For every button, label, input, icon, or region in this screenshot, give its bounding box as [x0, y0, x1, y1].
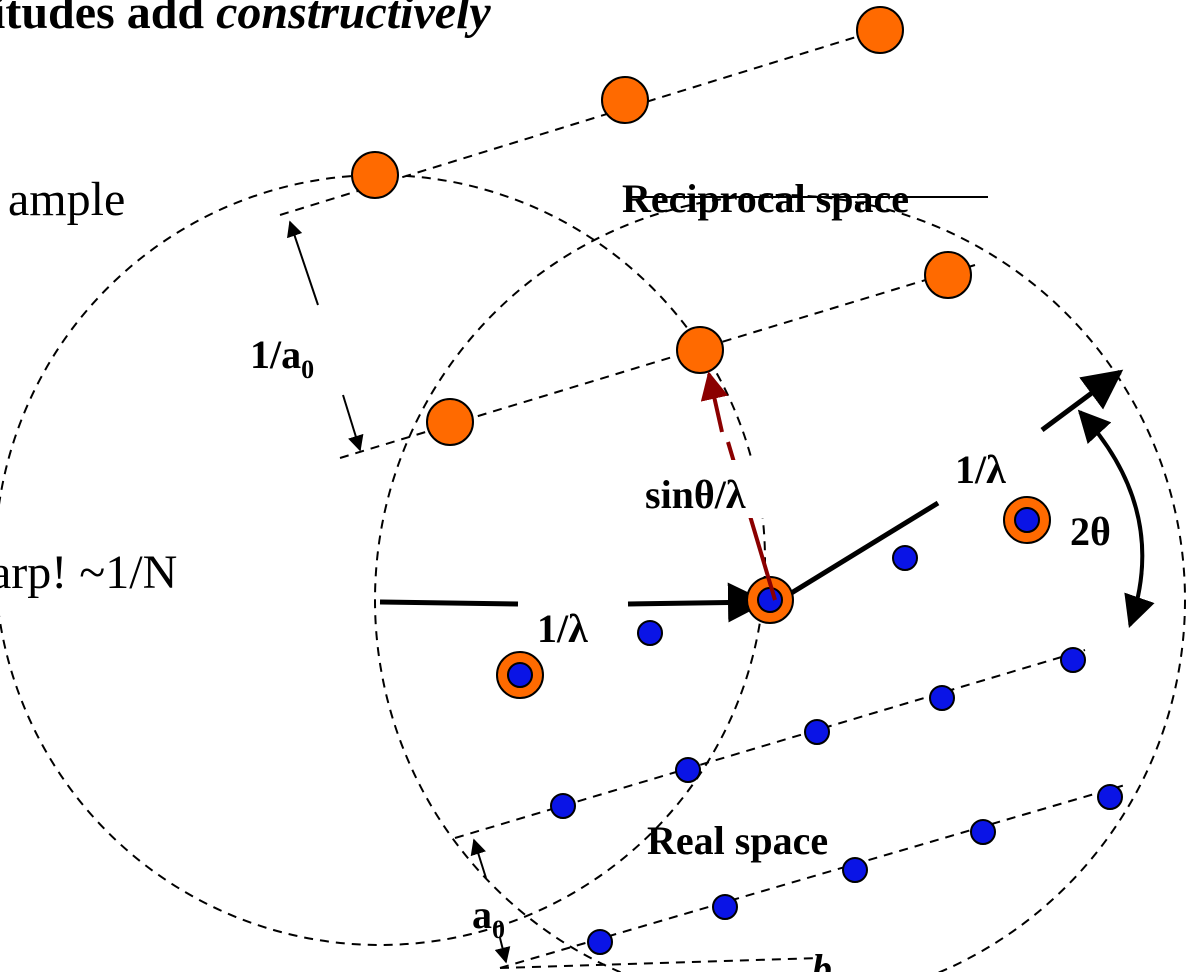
- real-lattice-point: [712, 894, 738, 920]
- incident-beam-left: [379, 599, 519, 607]
- real-lattice-point: [675, 757, 701, 783]
- incident-beam-right: [627, 582, 768, 623]
- slide-title: itudes add constructively: [0, 0, 491, 39]
- sharp-peak-text: arp! ~1/N: [0, 546, 177, 599]
- real-spacing-arrow-up: [470, 838, 487, 879]
- real-lattice-points: [507, 507, 1123, 955]
- incident-one-over-lambda-label: 1/λ: [537, 606, 588, 651]
- ewald-sphere-circle: [374, 194, 1186, 972]
- real-space-label: Real space: [647, 818, 828, 863]
- scattered-beam-lower: [778, 500, 940, 603]
- real-lattice-point: [550, 793, 576, 819]
- scattering-vector-upper: [700, 371, 729, 433]
- real-lattice-point: [637, 620, 663, 646]
- real-lattice-point: [1014, 507, 1040, 533]
- real-lattice-point: [804, 719, 830, 745]
- reciprocal-lattice-point: [601, 76, 649, 124]
- reciprocal-lattice-point: [856, 6, 904, 54]
- real-lattice-point: [757, 587, 783, 613]
- sin-theta-over-lambda-label: sinθ/λ: [645, 472, 746, 517]
- real-lattice-point: [892, 545, 918, 571]
- a0-label: a0: [472, 892, 505, 944]
- real-lattice-point: [1097, 784, 1123, 810]
- real-lattice-point: [970, 819, 996, 845]
- reciprocal-lattice-point: [676, 326, 724, 374]
- reciprocal-lattice-point: [351, 151, 399, 199]
- two-theta-arc-arrow: [1077, 409, 1155, 629]
- real-spacing-arrow-down: [494, 937, 511, 964]
- bottom-partial-label: b: [812, 946, 832, 972]
- reciprocal-space-label: Reciprocal space: [622, 176, 909, 221]
- scattered-one-over-lambda-label: 1/λ: [955, 447, 1006, 492]
- sample-text: ample: [8, 173, 125, 226]
- real-lattice-point: [842, 857, 868, 883]
- reciprocal-lattice-lines: [279, 24, 976, 459]
- a0-spacing-arrow-up: [287, 220, 319, 306]
- a0-spacing-arrow-down: [342, 394, 364, 452]
- two-theta-label: 2θ: [1070, 509, 1111, 554]
- one-over-a0-label: 1/a0: [250, 332, 314, 384]
- real-lattice-point: [507, 662, 533, 688]
- reciprocal-lattice-point: [924, 251, 972, 299]
- real-lattice-lines: [454, 649, 1126, 969]
- reciprocal-lattice-point: [426, 398, 474, 446]
- sin-theta-label-bg: [640, 460, 785, 518]
- scattered-beam-upper: [1040, 369, 1124, 433]
- real-lattice-point: [929, 685, 955, 711]
- real-lattice-point: [1060, 647, 1086, 673]
- reciprocal-lattice-points: [351, 6, 1051, 699]
- real-lattice-point: [587, 929, 613, 955]
